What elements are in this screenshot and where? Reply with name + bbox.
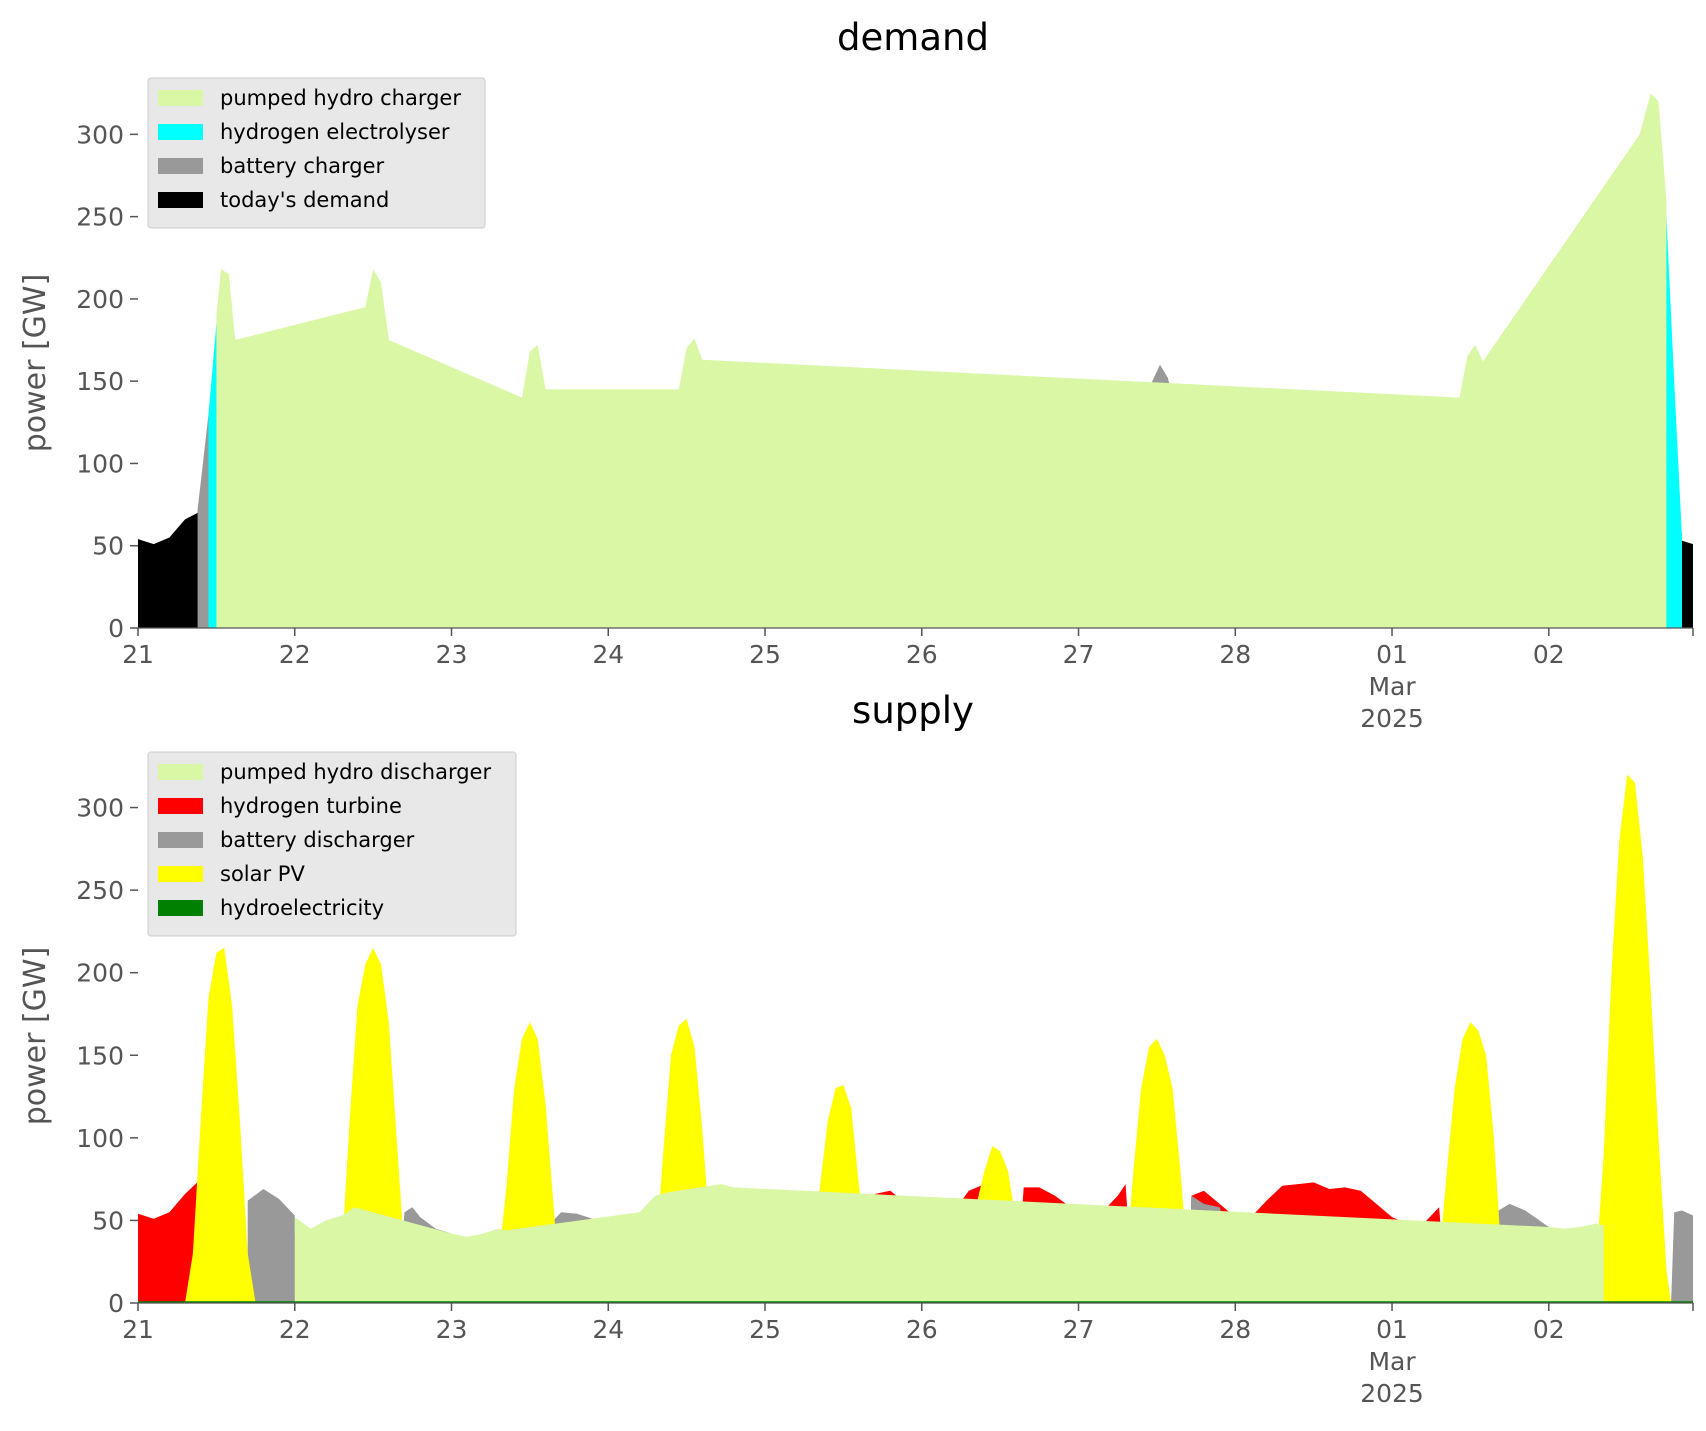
x-tick-label: 01 [1376,1315,1408,1344]
demand-axes: 0 50 100 150 200 250 300 21 22 23 24 25 26 27 28 01 Mar 2… [76,120,1694,733]
y-tick-label: 300 [76,120,124,149]
x-tick-label: 01 [1376,640,1408,669]
legend-swatch-pumped-hydro-charger [158,90,203,106]
demand-panel: demand power [GW] 0 50 100 150 200 250 300 21 22… [18,16,1694,733]
legend-swatch-hydrogen-turbine [158,798,203,814]
y-tick-label: 150 [76,1041,124,1070]
legend-label-hydroelectricity: hydroelectricity [220,896,384,920]
supply-title: supply [852,689,974,732]
legend-label-pumped-hydro-charger: pumped hydro charger [220,86,461,110]
x-tick-sublabel: Mar [1368,672,1416,701]
y-tick-label: 250 [76,203,124,232]
x-tick-label: 28 [1219,1315,1251,1344]
x-tick-sublabel: 2025 [1360,704,1424,733]
legend-box [147,77,486,229]
legend-swatch-battery-discharger [158,832,203,848]
supply-panel: supply power [GW] 0 50 100 150 200 250 300 21 22… [18,689,1694,1408]
legend-swatch-today-s-demand [158,192,203,208]
x-tick-label: 26 [906,1315,938,1344]
y-tick-label: 300 [76,794,124,823]
pumped-hydro-charger-area [216,93,1667,628]
legend-label-pumped-hydro-discharger: pumped hydro discharger [220,760,491,784]
legend-swatch-hydroelectricity [158,900,203,916]
y-tick-label: 150 [76,367,124,396]
supply-axes: 0 50 100 150 200 250 300 21 22 23 24 25 26 27 28 01 Mar 2… [76,794,1694,1408]
legend-label-hydrogen-electrolyser: hydrogen electrolyser [220,120,450,144]
y-tick-label: 100 [76,449,124,478]
y-tick-label: 250 [76,876,124,905]
x-tick-label: 26 [906,640,938,669]
legend-label-today-s-demand: today's demand [220,188,389,212]
x-tick-sublabel: Mar [1368,1347,1416,1376]
legend-label-hydrogen-turbine: hydrogen turbine [220,794,402,818]
y-tick-label: 200 [76,959,124,988]
demand-title: demand [837,16,989,59]
supply-ylabel: power [GW] [18,947,53,1126]
supply-legend: pumped hydro discharger hydrogen turbine b… [147,751,517,937]
x-tick-label: 23 [436,1315,468,1344]
x-tick-label: 02 [1533,640,1565,669]
legend-swatch-hydrogen-electrolyser [158,124,203,140]
y-tick-label: 0 [108,614,124,643]
y-tick-label: 0 [108,1289,124,1318]
legend-box [147,751,517,937]
y-tick-label: 50 [92,1206,124,1235]
x-tick-label: 27 [1063,640,1095,669]
x-tick-label: 24 [592,640,624,669]
x-tick-label: 23 [436,640,468,669]
x-tick-label: 02 [1533,1315,1565,1344]
x-tick-label: 21 [122,640,154,669]
legend-swatch-battery-charger [158,158,203,174]
x-tick-label: 22 [279,640,311,669]
legend-label-solar-pv: solar PV [220,862,305,886]
legend-label-battery-charger: battery charger [220,154,385,178]
x-tick-label: 24 [592,1315,624,1344]
x-tick-label: 25 [749,640,781,669]
legend-swatch-solar-pv [158,866,203,882]
x-tick-label: 21 [122,1315,154,1344]
y-tick-label: 100 [76,1124,124,1153]
x-tick-label: 28 [1219,640,1251,669]
legend-swatch-pumped-hydro-discharger [158,764,203,780]
demand-ylabel: power [GW] [18,274,53,453]
y-tick-label: 50 [92,532,124,561]
pumped-hydro-discharger-area [294,1184,1604,1303]
x-tick-sublabel: 2025 [1360,1379,1424,1408]
x-tick-label: 27 [1063,1315,1095,1344]
x-tick-label: 22 [279,1315,311,1344]
demand-legend: pumped hydro charger hydrogen electrolyse… [147,77,486,229]
x-tick-label: 25 [749,1315,781,1344]
demand-areas [138,93,1693,628]
legend-label-battery-discharger: battery discharger [220,828,415,852]
y-tick-label: 200 [76,285,124,314]
